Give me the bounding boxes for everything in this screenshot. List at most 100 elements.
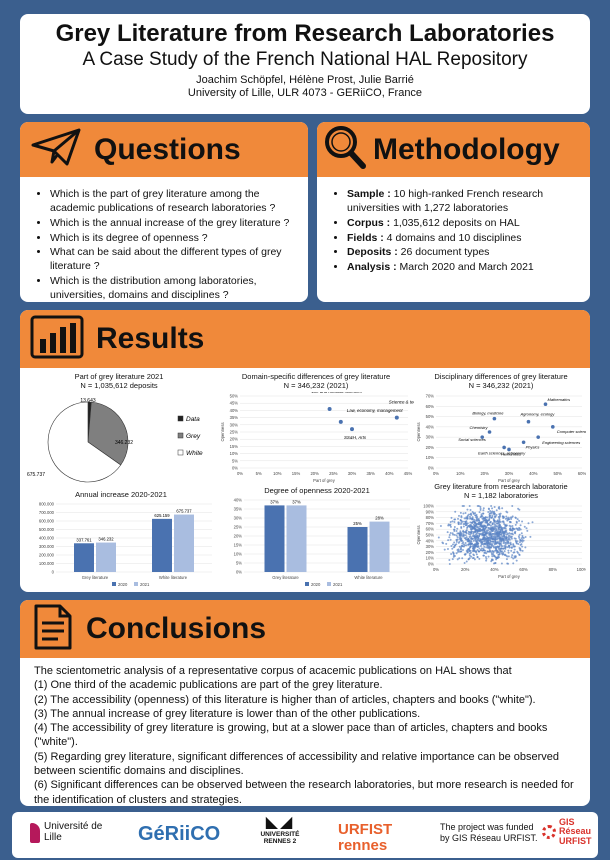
- data-point: [473, 520, 476, 523]
- tick-label: 0%: [433, 567, 439, 572]
- data-point: [521, 545, 524, 548]
- data-point: [494, 530, 497, 533]
- data-point: [551, 425, 555, 429]
- data-point: [501, 535, 504, 538]
- tick-label: 10%: [230, 451, 239, 456]
- data-point: [500, 539, 503, 542]
- data-point: [483, 525, 486, 528]
- data-point: [446, 547, 449, 550]
- data-point: [518, 519, 521, 522]
- data-point: [479, 508, 482, 511]
- data-point: [490, 551, 493, 554]
- tick-label: 40%: [490, 567, 499, 572]
- data-point: [501, 536, 504, 539]
- data-point: [473, 545, 476, 548]
- data-point: [465, 522, 468, 525]
- data-point: [452, 546, 455, 549]
- questions-list: Which is the part of grey literature amo…: [24, 188, 302, 302]
- data-point: [487, 547, 490, 550]
- tick-label: 35%: [366, 471, 375, 476]
- data-point: [488, 513, 491, 516]
- conclusion-paragraph: The scientometric analysis of a represen…: [34, 665, 512, 677]
- data-point: [474, 512, 477, 515]
- data-point: [463, 562, 466, 565]
- data-point: [453, 533, 456, 536]
- data-point: [504, 543, 507, 546]
- pie-chart: 13.643 346.232 675.737 Data Grey White: [27, 398, 203, 483]
- data-point: [490, 545, 493, 548]
- data-point: [515, 521, 518, 524]
- data-point: [470, 518, 473, 521]
- data-point: [460, 532, 463, 535]
- data-point: [495, 527, 498, 530]
- data-point: [457, 514, 460, 517]
- data-point: [462, 533, 465, 536]
- results-panel: Results Part of grey literature 2021 N =…: [20, 310, 590, 592]
- data-point: [502, 520, 505, 523]
- data-point: [508, 538, 511, 541]
- point-label: Biology, medicine: [472, 411, 504, 416]
- data-point: [506, 538, 509, 541]
- data-point: [474, 524, 477, 527]
- bar-chart-icon: [30, 315, 84, 364]
- data-point: [495, 531, 498, 534]
- data-point: [452, 554, 455, 557]
- data-point: [510, 535, 513, 538]
- data-point: [478, 535, 481, 538]
- data-point: [481, 517, 484, 520]
- list-item: Which is the annual increase of the grey…: [50, 217, 302, 231]
- axis-label: Openness: [416, 422, 421, 441]
- tick-label: 0: [52, 570, 55, 575]
- data-point: [483, 551, 486, 554]
- data-point: [518, 533, 521, 536]
- data-point: [502, 445, 506, 450]
- data-point: [459, 511, 462, 514]
- data-point: [499, 530, 502, 533]
- data-point: [494, 520, 497, 523]
- questions-panel: Questions Which is the part of grey lite…: [20, 122, 308, 302]
- data-point: [504, 547, 507, 550]
- category-label: White literature: [159, 575, 188, 580]
- legend-entry: Grey: [186, 433, 201, 440]
- data-point: [520, 537, 523, 540]
- tick-label: 20%: [480, 471, 489, 476]
- data-point: [469, 542, 472, 545]
- data-point: [472, 553, 475, 556]
- legend-swatch: [112, 582, 116, 586]
- logo-gerico: GéRiiCO: [138, 823, 221, 845]
- data-point: [514, 532, 517, 535]
- data-point: [463, 520, 466, 523]
- data-point: [536, 435, 540, 439]
- data-point: [456, 527, 459, 530]
- data-point: [519, 538, 522, 541]
- data-point: [468, 536, 471, 539]
- tick-label: 800.000: [39, 502, 55, 507]
- category-label: Grey literature: [272, 575, 299, 580]
- results-heading: Results: [96, 322, 205, 355]
- data-point: [461, 548, 464, 551]
- data-point: [458, 538, 461, 541]
- data-point: [472, 532, 475, 535]
- data-point: [483, 517, 486, 520]
- data-point: [511, 515, 514, 518]
- data-point: [508, 532, 511, 535]
- data-point: [476, 556, 479, 559]
- legend-entry: Data: [186, 416, 200, 423]
- data-point: [453, 518, 456, 521]
- data-point: [465, 544, 468, 547]
- data-point: [462, 531, 465, 534]
- tick-label: 50%: [426, 533, 435, 538]
- point-label: Science & technology: [389, 400, 414, 405]
- data-point: [473, 521, 476, 524]
- data-point: [492, 416, 497, 421]
- data-point: [499, 512, 502, 515]
- point-label: Law, economy, management: [347, 408, 404, 413]
- data-point: [476, 505, 479, 507]
- chart-title: Domain-specific differences of grey lite…: [241, 372, 391, 381]
- data-point: [503, 537, 506, 540]
- legend-swatch: [177, 415, 184, 422]
- data-point: [493, 510, 496, 513]
- tick-label: 10%: [273, 471, 282, 476]
- tick-label: 25%: [230, 430, 239, 435]
- data-point: [479, 545, 482, 548]
